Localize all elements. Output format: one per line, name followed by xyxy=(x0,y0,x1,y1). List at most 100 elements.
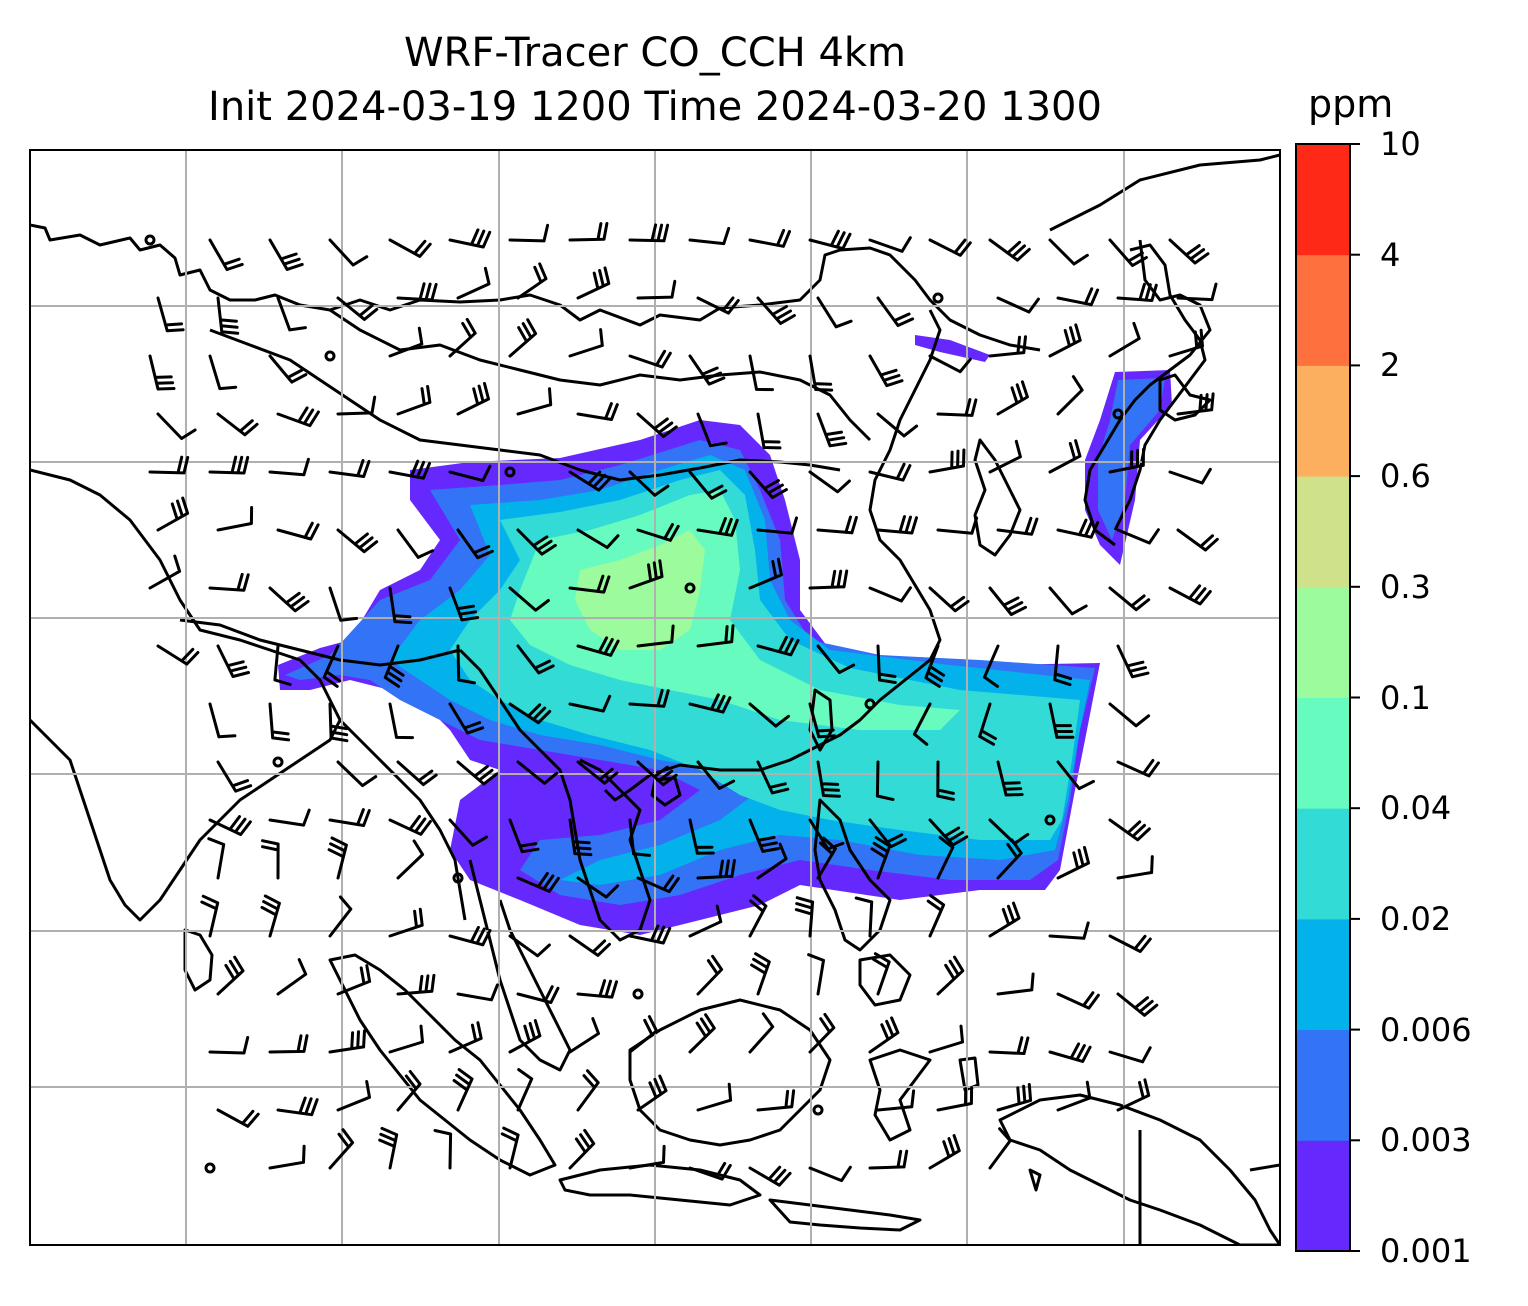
wind-barb xyxy=(208,238,244,271)
wind-barb xyxy=(688,818,715,855)
calm-wind-circle xyxy=(324,350,336,362)
wind-barb xyxy=(388,459,431,480)
wind-barb xyxy=(508,818,540,854)
coast-lesser-sunda xyxy=(768,1198,922,1232)
wind-barb xyxy=(276,406,320,428)
wind-barb xyxy=(448,586,480,622)
wind-barb xyxy=(748,354,774,392)
wind-barb xyxy=(808,354,834,392)
wind-barb xyxy=(1116,759,1160,778)
wind-barb xyxy=(996,972,1035,996)
plume-level-1-streak xyxy=(915,335,990,362)
wind-barb xyxy=(396,760,438,787)
wind-barb xyxy=(328,895,353,938)
wind-barb xyxy=(452,1068,474,1112)
wind-barb xyxy=(1116,528,1160,545)
wind-barb xyxy=(276,958,308,996)
wind-barb xyxy=(1116,855,1154,880)
calm-wind-circle xyxy=(812,1104,824,1116)
wind-barb xyxy=(1056,846,1090,880)
wind-barb xyxy=(216,644,250,678)
wind-barb xyxy=(1176,392,1215,416)
wind-barb xyxy=(868,1016,900,1054)
wind-barb xyxy=(216,412,259,437)
coast-china-east xyxy=(819,309,942,747)
wind-barb xyxy=(750,952,771,996)
wind-barb xyxy=(396,282,438,302)
colorbar-swatch xyxy=(1296,476,1350,588)
wind-barb xyxy=(756,1089,796,1112)
wind-barb xyxy=(568,470,612,492)
wind-barb xyxy=(816,296,853,329)
wind-barb xyxy=(988,439,1022,474)
calm-wind-circle xyxy=(504,466,516,478)
wind-barb xyxy=(928,354,972,374)
colorbar-tick-label: 4 xyxy=(1380,235,1401,274)
wind-barb xyxy=(388,702,414,740)
title-line-1: WRF-Tracer CO_CCH 4km xyxy=(403,30,907,76)
wind-barb xyxy=(336,528,379,554)
calm-wind-circle xyxy=(1112,408,1124,420)
wind-barb xyxy=(322,644,342,688)
wind-barb xyxy=(876,515,918,535)
wind-barb xyxy=(336,395,377,416)
wind-barb xyxy=(628,559,664,590)
wind-barb xyxy=(456,760,498,786)
wind-barb xyxy=(688,226,731,246)
wind-barb xyxy=(378,1126,399,1170)
map-area xyxy=(30,150,1280,1245)
wind-barb xyxy=(388,907,424,938)
wind-barb xyxy=(1108,238,1148,267)
wind-barb xyxy=(508,318,538,358)
wind-barb xyxy=(276,1096,319,1117)
wind-barb xyxy=(1108,321,1141,358)
wind-barb xyxy=(456,644,476,685)
wind-barb xyxy=(516,1068,534,1112)
wind-barb xyxy=(156,412,197,440)
wind-barb xyxy=(912,702,932,746)
wind-barb xyxy=(876,644,897,684)
wind-barb xyxy=(748,894,768,938)
wind-barb xyxy=(208,815,252,836)
wind-barb xyxy=(508,586,550,612)
wind-barb xyxy=(996,1083,1033,1112)
wind-barb xyxy=(156,296,185,333)
plume-level-6 xyxy=(575,530,705,650)
wind-barb xyxy=(926,894,946,938)
wind-barb xyxy=(336,296,379,321)
wind-barb xyxy=(978,702,997,746)
wind-barb xyxy=(268,1034,309,1054)
colorbar-tick-label: 0.001 xyxy=(1380,1232,1472,1270)
coast-korea-peninsula xyxy=(973,438,1022,557)
wind-barb xyxy=(988,901,1021,938)
coast-australia xyxy=(1249,1163,1280,1172)
wind-barb xyxy=(1108,818,1151,842)
wind-barb xyxy=(1108,447,1145,474)
wind-barb xyxy=(868,354,904,388)
wind-barb xyxy=(500,1126,520,1170)
wind-barb xyxy=(872,952,891,996)
wind-barb xyxy=(456,983,499,1002)
wind-barb xyxy=(328,1029,366,1054)
wind-barb xyxy=(276,521,320,541)
coast-hokkaido xyxy=(1158,373,1212,422)
wind-barb xyxy=(996,296,1040,314)
wind-barb xyxy=(876,1089,916,1112)
wind-barb xyxy=(433,1129,453,1170)
wind-barb xyxy=(868,586,912,603)
wind-barb xyxy=(816,836,837,880)
calm-wind-circle xyxy=(684,582,696,594)
wind-barb xyxy=(1056,287,1100,307)
wind-barb xyxy=(568,1128,596,1170)
wind-barb xyxy=(396,973,436,996)
colorbar-swatch xyxy=(1296,1140,1350,1252)
wind-barb xyxy=(261,839,280,880)
wind-barb xyxy=(448,702,485,735)
plume-level-5 xyxy=(510,490,960,730)
wind-barb xyxy=(1056,375,1084,416)
coast-china-south xyxy=(603,743,821,802)
wind-barb xyxy=(696,412,728,448)
colorbar-swatch xyxy=(1296,365,1350,477)
wind-barb xyxy=(448,925,492,947)
wind-barb xyxy=(388,238,432,258)
